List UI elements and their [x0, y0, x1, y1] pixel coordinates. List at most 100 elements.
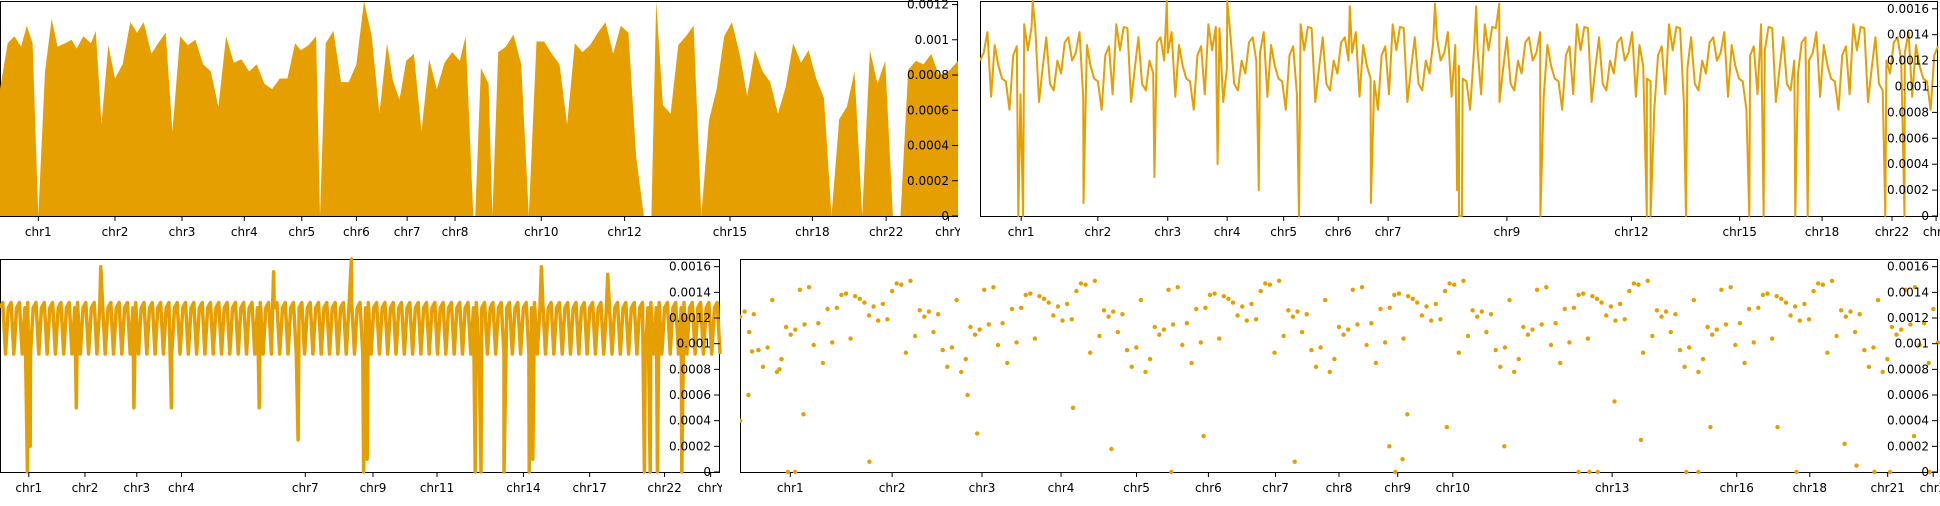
scatter-point	[1097, 333, 1102, 339]
scatter-point	[1405, 412, 1410, 417]
scatter-point	[770, 297, 775, 303]
y-tick-label: 0	[941, 209, 949, 223]
scatter-point	[1525, 332, 1531, 337]
scatter-point	[820, 360, 826, 366]
scatter-point	[1037, 294, 1042, 299]
scatter-point	[1147, 356, 1153, 362]
scatter-point	[1622, 317, 1627, 322]
x-tick-label: chr21	[1870, 481, 1904, 495]
scatter-point	[1811, 288, 1816, 294]
x-tick-label: chr10	[1436, 481, 1470, 495]
scatter-point	[839, 292, 844, 298]
y-tick-label: 0.001	[1895, 79, 1929, 93]
scatter-point	[1530, 327, 1535, 332]
scatter-point	[1613, 318, 1618, 323]
scatter-point	[1793, 304, 1798, 309]
scatter-point	[1405, 294, 1411, 299]
y-tick-label: 0.0008	[1887, 105, 1929, 119]
x-tick-label: chr8	[442, 225, 469, 239]
scatter-point	[1848, 309, 1853, 314]
scatter-point	[1696, 469, 1701, 475]
scatter-point	[908, 278, 913, 283]
y-tick-label: 0.0004	[907, 139, 949, 153]
x-tick-label: chr18	[1793, 481, 1827, 495]
scatter-point	[779, 356, 784, 362]
scatter-point	[1756, 305, 1761, 310]
x-tick-label: chr7	[292, 481, 319, 495]
y-tick-label: 0.0006	[669, 388, 711, 402]
scatter-point	[1794, 469, 1799, 475]
scatter-point	[1235, 313, 1240, 318]
x-tick-label: chr22	[647, 481, 681, 495]
y-tick-label: 0.001	[1895, 337, 1929, 351]
scatter-point	[1599, 300, 1604, 305]
y-tick-label: 0.0012	[1887, 54, 1929, 68]
scatter-point	[848, 336, 853, 341]
scatter-point	[1875, 297, 1881, 303]
scatter-point	[1475, 314, 1480, 319]
x-tick-label: chrY	[697, 481, 722, 495]
scatter-point	[1931, 306, 1936, 312]
scatter-point	[866, 313, 872, 318]
x-tick-label: chr3	[123, 481, 150, 495]
y-tick-label: 0.0006	[1887, 388, 1929, 402]
scatter-point	[1452, 282, 1457, 287]
scatter-point	[963, 356, 968, 362]
x-tick-label: chrY	[935, 225, 960, 239]
scatter-point	[1055, 304, 1061, 309]
scatter-point	[751, 312, 756, 317]
scatter-point	[756, 347, 761, 353]
scatter-point	[1682, 364, 1687, 369]
scatter-point	[1576, 469, 1581, 475]
scatter-point	[1429, 318, 1434, 323]
scatter-point	[792, 469, 798, 475]
scatter-point	[1101, 308, 1107, 313]
scatter-point	[1070, 405, 1076, 410]
scatter-point	[1765, 291, 1770, 296]
chart-panel-bottom-left: 0 0.0002 0.0004 0.0006 0.0008 0.001 0.0012 0.00…	[0, 256, 725, 502]
scatter-point	[801, 412, 806, 417]
scatter-point	[1201, 433, 1206, 439]
scatter-point	[1465, 333, 1471, 339]
scatter-point	[1336, 324, 1342, 330]
scatter-point	[1169, 469, 1174, 475]
scatter-point	[1327, 369, 1332, 375]
scatter-point	[1415, 300, 1420, 305]
scatter-point	[1507, 297, 1512, 303]
scatter-point	[940, 347, 945, 353]
scatter-point	[1677, 347, 1683, 353]
scatter-point	[1866, 364, 1872, 369]
line-series	[979, 0, 1939, 217]
scatter-point	[1612, 399, 1617, 404]
scatter-point	[1571, 305, 1577, 310]
scatter-point	[867, 459, 872, 464]
scatter-point	[1852, 329, 1858, 335]
scatter-point	[945, 364, 950, 369]
x-tick-label: chr22	[869, 225, 903, 239]
chart-panel-top-right: 0 0.0002 0.0004 0.0006 0.0008 0.001 0.0012 0.00…	[979, 0, 1940, 250]
scatter-point	[1922, 321, 1927, 326]
scatter-point	[1258, 288, 1263, 294]
scatter-point	[1161, 327, 1167, 332]
scatter-point	[746, 392, 751, 398]
y-tick-label: 0	[703, 465, 711, 479]
y-tick-label: 0.0008	[669, 362, 711, 376]
scatter-point	[1359, 285, 1365, 290]
scatter-point	[972, 332, 978, 337]
scatter-point	[1659, 314, 1664, 319]
scatter-point	[1115, 329, 1120, 335]
y-tick-label: 0.0002	[669, 439, 711, 453]
x-tick-label: chr4	[231, 225, 258, 239]
x-tick-label: chr2	[72, 481, 99, 495]
scatter-point	[959, 369, 964, 375]
scatter-point	[1323, 297, 1328, 303]
scatter-point	[1194, 306, 1199, 312]
scatter-point	[1198, 340, 1203, 345]
scatter-point	[857, 296, 862, 301]
scatter-point	[1318, 345, 1323, 350]
scatter-point	[1299, 329, 1305, 335]
scatter-point	[1369, 321, 1374, 326]
y-tick-label: 0.0004	[1887, 157, 1929, 171]
scatter-point	[862, 300, 867, 305]
scatter-point	[1502, 444, 1507, 449]
